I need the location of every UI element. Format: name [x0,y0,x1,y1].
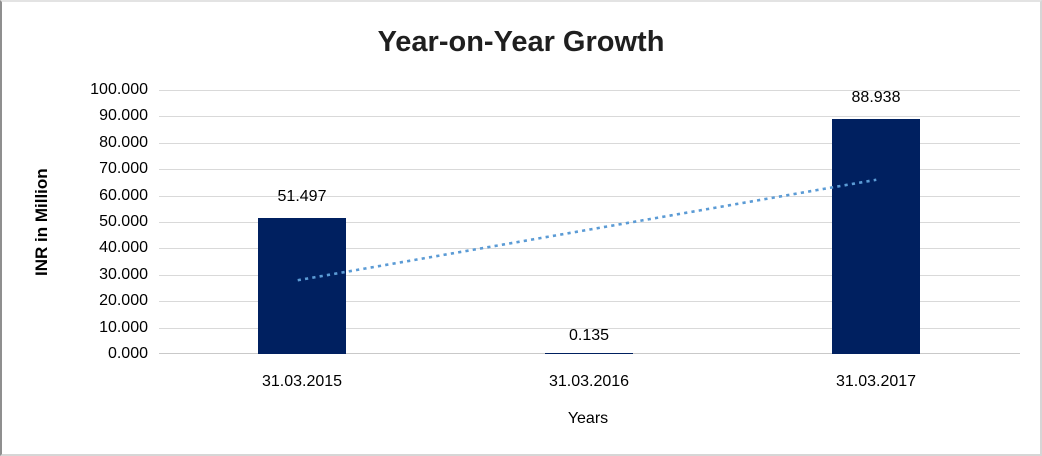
y-tick-label-40: 40.000 [99,239,148,257]
x-axis-title: Years [567,410,609,427]
y-tick-label-30: 30.000 [99,265,148,283]
data-label-2015: 51.497 [277,188,327,205]
gridline-10 [159,327,1020,329]
gridline-90 [159,116,1020,118]
x-tick-label-2015: 31.03.2015 [261,373,343,390]
plot-area [159,90,1020,354]
y-tick-label-80: 80.000 [99,133,148,151]
y-tick-label-50: 50.000 [99,213,148,230]
y-tick-label-60: 60.000 [99,186,148,204]
bar-2016 [545,353,633,354]
y-tick-label-0: 0.000 [107,345,148,362]
y-tick-label-90: 90.000 [99,107,148,125]
x-tick-label-2016: 31.03.2016 [548,373,630,390]
y-tick-label-100: 100.000 [90,81,148,98]
x-tick-label-2017: 31.03.2017 [835,373,917,390]
chart-title: Year-on-Year Growth [377,26,665,58]
y-axis-tick-labels: 100.000 90.000 80.000 70.000 60.000 50.0… [2,81,148,362]
gridline-20 [159,301,1020,303]
gridline-100 [159,90,1020,91]
y-tick-label-70: 70.000 [99,160,148,178]
gridline-80 [159,142,1020,144]
bar-2017 [832,119,920,354]
gridline-70 [159,169,1020,171]
data-label-2017: 88.938 [851,89,901,106]
y-tick-label-10: 10.000 [99,318,148,336]
bar-2015 [258,218,346,354]
data-label-2016: 0.135 [568,327,610,344]
y-tick-label-20: 20.000 [99,292,148,310]
